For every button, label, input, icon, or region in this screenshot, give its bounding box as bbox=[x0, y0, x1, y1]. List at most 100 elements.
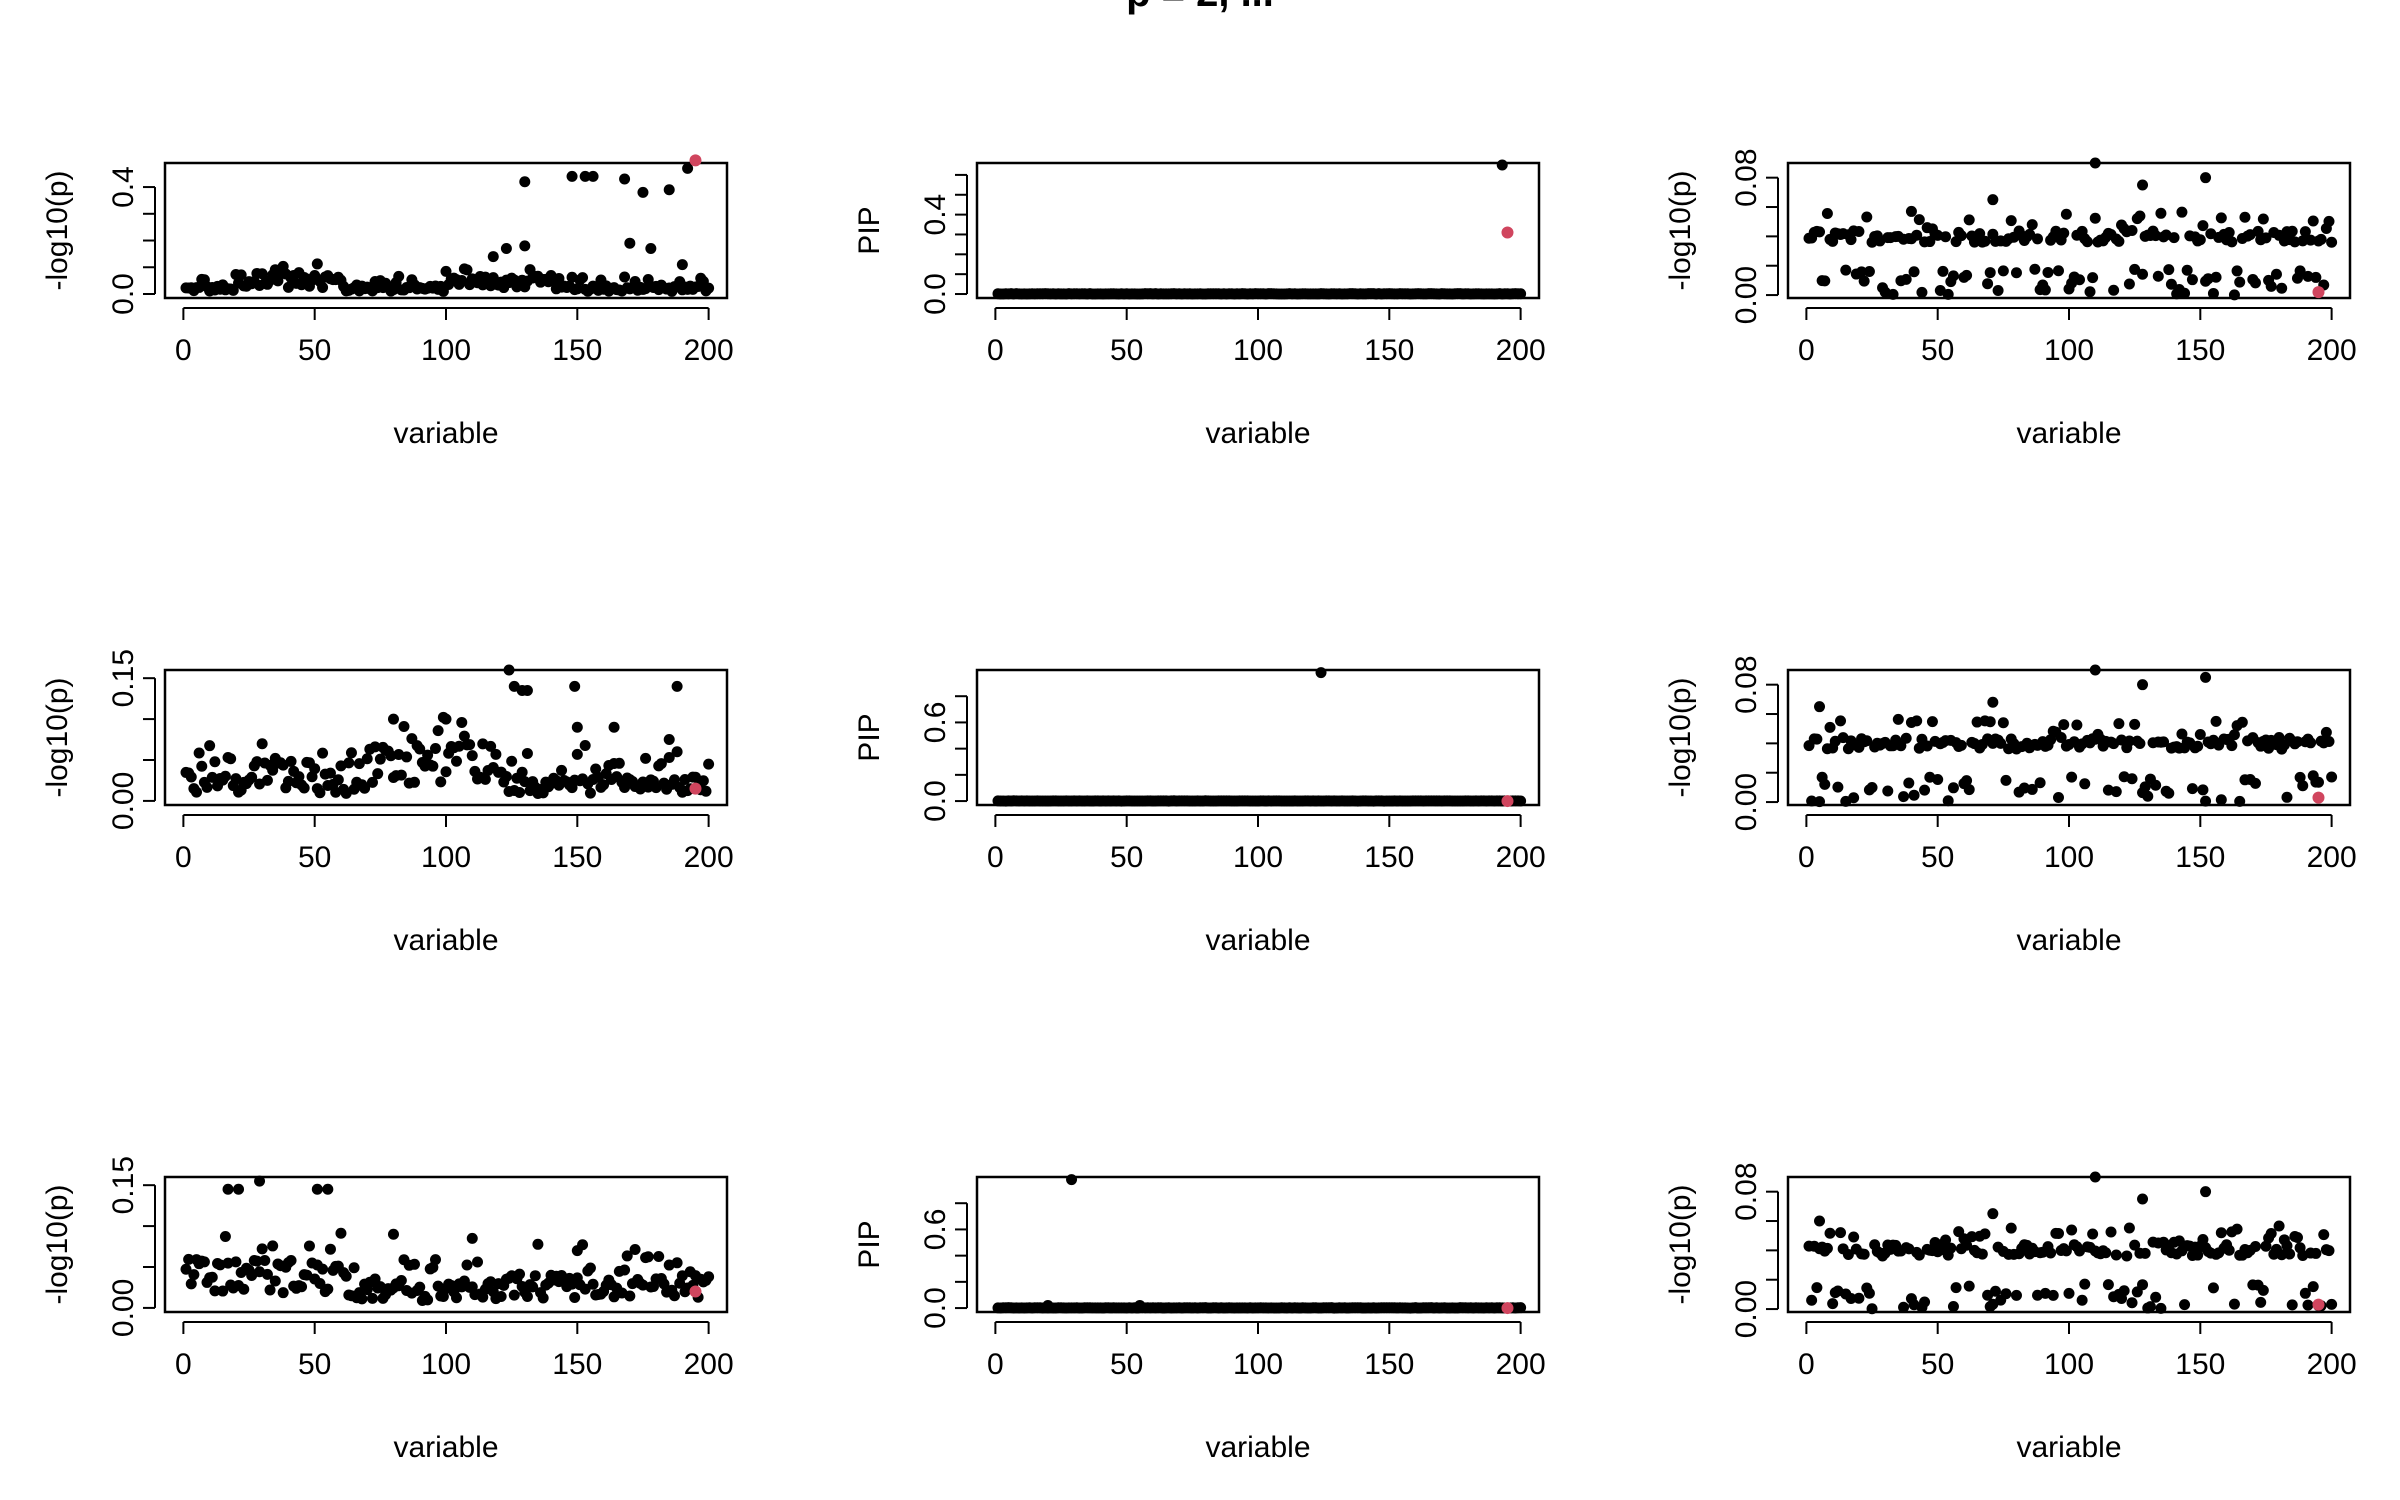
data-point bbox=[1042, 1299, 1054, 1311]
data-point bbox=[1819, 275, 1831, 287]
data-point bbox=[1814, 796, 1826, 808]
data-point bbox=[700, 785, 712, 797]
data-point bbox=[2302, 1299, 2314, 1311]
data-point bbox=[272, 275, 284, 287]
x-axis-title: variable bbox=[2016, 1431, 2121, 1464]
data-point bbox=[2294, 771, 2306, 783]
y-tick-label: 0.0 bbox=[919, 780, 952, 822]
data-point bbox=[1811, 1282, 1823, 1294]
data-point bbox=[2186, 274, 2198, 286]
highlighted-point bbox=[2312, 286, 2325, 299]
data-point bbox=[521, 684, 533, 696]
data-point bbox=[1963, 214, 1975, 226]
x-tick-label: 100 bbox=[2044, 1348, 2094, 1381]
data-point bbox=[285, 755, 297, 767]
data-point bbox=[285, 1254, 297, 1266]
data-point bbox=[514, 787, 526, 799]
data-point bbox=[2000, 774, 2012, 786]
data-point bbox=[464, 739, 476, 751]
x-tick-label: 50 bbox=[1921, 334, 1954, 367]
data-point bbox=[571, 1245, 583, 1257]
chart-panel-6: 0 50 100 150 200 variable 0.00 0.08 -log10(p) bbox=[1664, 655, 2357, 957]
data-point bbox=[2134, 738, 2146, 750]
data-point bbox=[1942, 288, 1954, 300]
data-point bbox=[1908, 266, 1920, 278]
x-tick-label: 200 bbox=[2307, 841, 2357, 874]
data-point bbox=[2113, 235, 2125, 247]
data-point bbox=[2047, 1289, 2059, 1301]
data-point bbox=[2326, 771, 2338, 783]
data-point bbox=[2200, 671, 2212, 683]
data-point bbox=[256, 268, 268, 280]
data-point bbox=[1937, 265, 1949, 277]
data-point bbox=[2223, 1244, 2235, 1256]
x-tick-label: 100 bbox=[2044, 841, 2094, 874]
data-point bbox=[619, 1264, 631, 1276]
data-point bbox=[361, 753, 373, 765]
data-point bbox=[466, 1232, 478, 1244]
data-point bbox=[1856, 266, 1868, 278]
data-point bbox=[2291, 736, 2303, 748]
data-point bbox=[2168, 232, 2180, 244]
x-tick-label: 150 bbox=[1364, 1348, 1414, 1381]
data-point bbox=[204, 740, 216, 752]
data-point bbox=[206, 1271, 218, 1283]
data-point bbox=[500, 771, 512, 783]
x-tick-label: 200 bbox=[684, 1348, 734, 1381]
x-tick-label: 100 bbox=[1233, 334, 1283, 367]
data-point bbox=[668, 1290, 680, 1302]
data-point bbox=[2299, 1287, 2311, 1299]
data-point bbox=[317, 747, 329, 759]
x-tick-label: 100 bbox=[1233, 1348, 1283, 1381]
data-point bbox=[671, 1257, 683, 1269]
data-point bbox=[2200, 795, 2212, 807]
data-point bbox=[532, 1238, 544, 1250]
x-tick-label: 100 bbox=[421, 1348, 471, 1381]
data-point bbox=[1814, 701, 1826, 713]
data-point bbox=[1845, 1292, 1857, 1304]
data-point bbox=[2158, 736, 2170, 748]
data-point bbox=[571, 721, 583, 733]
data-point bbox=[2234, 276, 2246, 288]
data-point bbox=[490, 748, 502, 760]
data-point bbox=[2026, 783, 2038, 795]
data-point bbox=[655, 758, 667, 770]
points-series bbox=[1803, 1171, 2338, 1315]
x-tick-label: 0 bbox=[987, 841, 1004, 874]
data-point bbox=[311, 1183, 323, 1195]
data-point bbox=[2299, 226, 2311, 238]
data-point bbox=[1898, 791, 1910, 803]
data-point bbox=[2081, 236, 2093, 248]
data-point bbox=[1963, 1280, 1975, 1292]
data-point bbox=[2137, 1279, 2149, 1291]
data-point bbox=[324, 1243, 336, 1255]
data-point bbox=[621, 1250, 633, 1262]
data-point bbox=[1898, 1301, 1910, 1313]
plot-frame bbox=[163, 161, 729, 300]
data-point bbox=[1950, 1282, 1962, 1294]
data-point bbox=[261, 774, 273, 786]
data-point bbox=[2026, 219, 2038, 231]
data-point bbox=[587, 170, 599, 182]
data-point bbox=[1947, 1301, 1959, 1313]
data-point bbox=[2252, 225, 2264, 237]
data-point bbox=[2307, 1281, 2319, 1293]
data-point bbox=[1842, 1249, 1854, 1261]
data-point bbox=[395, 1275, 407, 1287]
panel-grid: 0 50 100 150 200 variable 0.0 0.4 -log10(p) 0 50 10… bbox=[41, 148, 2357, 1464]
data-point bbox=[1814, 1215, 1826, 1227]
data-point bbox=[2137, 1193, 2149, 1205]
data-point bbox=[527, 1281, 539, 1293]
data-point bbox=[1814, 226, 1826, 238]
data-point bbox=[293, 771, 305, 783]
data-point bbox=[590, 763, 602, 775]
data-point bbox=[571, 748, 583, 760]
x-tick-label: 100 bbox=[1233, 841, 1283, 874]
data-point bbox=[521, 1290, 533, 1302]
data-point bbox=[314, 787, 326, 799]
x-tick-label: 0 bbox=[175, 841, 192, 874]
chart-panel-2: 0 50 100 150 200 variable 0.0 0.4 PIP bbox=[853, 159, 1546, 450]
data-point bbox=[529, 1270, 541, 1282]
data-point bbox=[1955, 230, 1967, 242]
